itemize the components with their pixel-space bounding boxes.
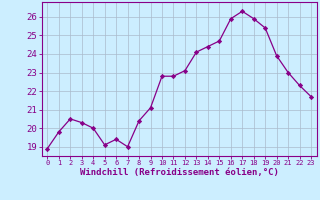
X-axis label: Windchill (Refroidissement éolien,°C): Windchill (Refroidissement éolien,°C) <box>80 168 279 177</box>
